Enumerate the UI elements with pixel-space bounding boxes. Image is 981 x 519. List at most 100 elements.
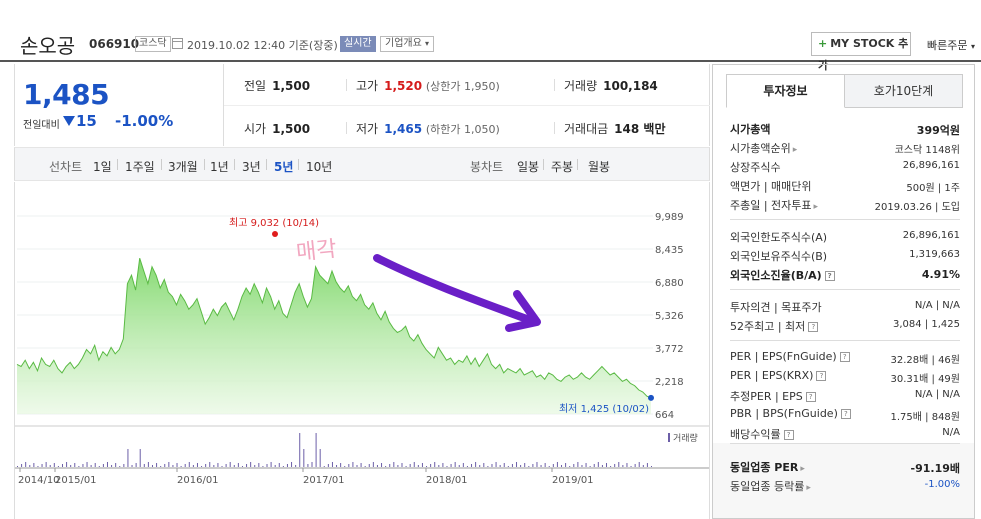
tab-candle-month[interactable]: 월봉 <box>588 160 611 174</box>
volume-bar <box>311 462 313 467</box>
volume-bar <box>295 465 297 467</box>
quick-order-button[interactable]: 빠른주문 ▾ <box>927 37 975 53</box>
help-icon[interactable]: ? <box>824 271 835 281</box>
volume-bar <box>82 464 84 467</box>
sector-change-label: 동일업종 등락률 <box>730 480 805 493</box>
volume-bar <box>622 465 624 467</box>
list-item: 주총일 | 전자투표 ▸ 2019.03.26 | 도입 <box>730 195 960 214</box>
sector-change-link[interactable]: 동일업종 등락률 ▸ <box>730 478 811 494</box>
volume-bar <box>466 466 468 467</box>
dividend-label: 배당수익률 <box>730 428 781 441</box>
list-item: 52주최고 | 최저? 3,084 | 1,425 <box>730 316 960 335</box>
realtime-badge[interactable]: 실시간 <box>340 36 376 52</box>
volume-bar <box>651 466 652 467</box>
tab-period-3y[interactable]: 3년 <box>242 160 261 174</box>
tab-period-3m[interactable]: 3개월 <box>168 160 198 174</box>
volume-bar <box>458 465 460 467</box>
add-mystock-button[interactable]: + MY STOCK 추가 <box>811 32 911 72</box>
volume-bar <box>66 462 68 467</box>
volume-bar <box>86 462 88 467</box>
help-icon[interactable]: ? <box>808 322 819 332</box>
tab-period-1d[interactable]: 1일 <box>93 160 112 174</box>
volume-bar <box>123 464 125 467</box>
low-label: 최저 1,425 (10/02) <box>559 403 649 415</box>
help-icon[interactable]: ? <box>839 352 850 362</box>
volume-bar <box>630 466 632 467</box>
tab-period-10y[interactable]: 10년 <box>306 160 333 174</box>
foreign-rate-value: 4.91% <box>921 268 960 281</box>
tab-period-1y[interactable]: 1년 <box>210 160 229 174</box>
volume-bar <box>593 464 595 467</box>
volume-bar <box>393 462 395 467</box>
volume-bar <box>233 465 235 467</box>
volume-bar <box>336 465 338 467</box>
open-value: 1,500 <box>272 122 311 136</box>
volume-bar <box>78 466 80 467</box>
tab-period-1w[interactable]: 1주일 <box>125 160 155 174</box>
volume-bar <box>409 464 411 467</box>
volume-bar <box>94 463 96 467</box>
volume-bar <box>237 463 239 467</box>
tab-candle-day[interactable]: 일봉 <box>517 160 540 174</box>
divider <box>554 79 555 91</box>
volume-value: 100,184 <box>603 79 658 93</box>
volume-bar <box>450 464 452 467</box>
volume-bar <box>385 466 387 467</box>
help-icon[interactable]: ? <box>816 371 827 381</box>
divider <box>730 289 960 290</box>
volume-bar <box>573 464 575 467</box>
week52-value: 3,084 | 1,425 <box>893 319 960 330</box>
high-value: 1,520 <box>384 79 423 93</box>
volume-bar <box>172 465 174 467</box>
tab-period-5y[interactable]: 5년 <box>274 160 294 174</box>
price-chart-svg: 9,989 8,435 6,880 5,326 3,772 2,218 664 2014/1… <box>15 212 709 486</box>
volume-bar <box>597 462 599 467</box>
market-cap-rank-label: 시가총액순위 <box>730 142 791 155</box>
high-label: 최고 9,032 (10/14) <box>229 217 319 229</box>
par-label: 액면가 | 매매단위 <box>730 180 812 193</box>
price-info-grid: 전일 1,500 고가 1,520 (상한가 1,950) 거래량 100,184 시… <box>224 64 710 146</box>
company-overview-button[interactable]: 기업개요 ▾ <box>380 36 435 52</box>
volume-bar <box>340 463 342 467</box>
volume-bar <box>462 463 464 467</box>
amount-label: 거래대금 <box>564 122 609 136</box>
shares-label: 상장주식수 <box>730 161 781 174</box>
volume-bar <box>446 466 448 467</box>
volume-bar <box>192 465 194 467</box>
foreign-own-label: 외국인보유주식수(B) <box>730 250 828 263</box>
price-area <box>17 258 651 414</box>
divider <box>577 159 578 170</box>
pbr-value: 1.75배 | 848원 <box>890 412 960 423</box>
tab-order-book[interactable]: 호가10단계 <box>844 74 963 108</box>
volume-bar <box>184 464 186 467</box>
volume-bar <box>266 464 268 467</box>
meeting-link[interactable]: 주총일 | 전자투표 ▸ <box>730 197 818 213</box>
tab-candle-week[interactable]: 주봉 <box>551 160 574 174</box>
volume-bar <box>601 465 603 467</box>
volume-bar <box>581 465 583 467</box>
volume-bar <box>250 462 252 467</box>
volume-bar <box>131 465 133 467</box>
help-icon[interactable]: ? <box>840 409 851 419</box>
pbr-label-wrap: PBR | BPS(FnGuide)? <box>730 407 851 420</box>
volume-bar <box>405 466 407 467</box>
volume-bar <box>360 463 362 467</box>
volume-bar <box>115 463 117 467</box>
market-cap-rank-link[interactable]: 시가총액순위 ▸ <box>730 140 797 156</box>
tab-invest-info[interactable]: 투자정보 <box>726 74 845 108</box>
market-info-list: 시가총액 399억원 시가총액순위 ▸ 코스닥 1148위 상장주식수 26,896,1… <box>730 119 960 214</box>
meeting-label: 주총일 | 전자투표 <box>730 199 812 212</box>
divider <box>266 159 267 170</box>
volume-bar <box>376 465 378 467</box>
volume-bar <box>368 464 370 467</box>
volume-bar <box>610 466 612 467</box>
volume-bar <box>41 464 43 467</box>
help-icon[interactable]: ? <box>783 430 794 440</box>
sector-per-link[interactable]: 동일업종 PER ▸ <box>730 459 805 475</box>
opinion-value: N/A | N/A <box>914 300 960 311</box>
high-cell: 고가 1,520 (상한가 1,950) <box>356 77 500 94</box>
volume-bar <box>372 462 374 467</box>
volume-bar <box>544 463 546 467</box>
help-icon[interactable]: ? <box>805 392 816 402</box>
volume-bar <box>556 462 558 467</box>
